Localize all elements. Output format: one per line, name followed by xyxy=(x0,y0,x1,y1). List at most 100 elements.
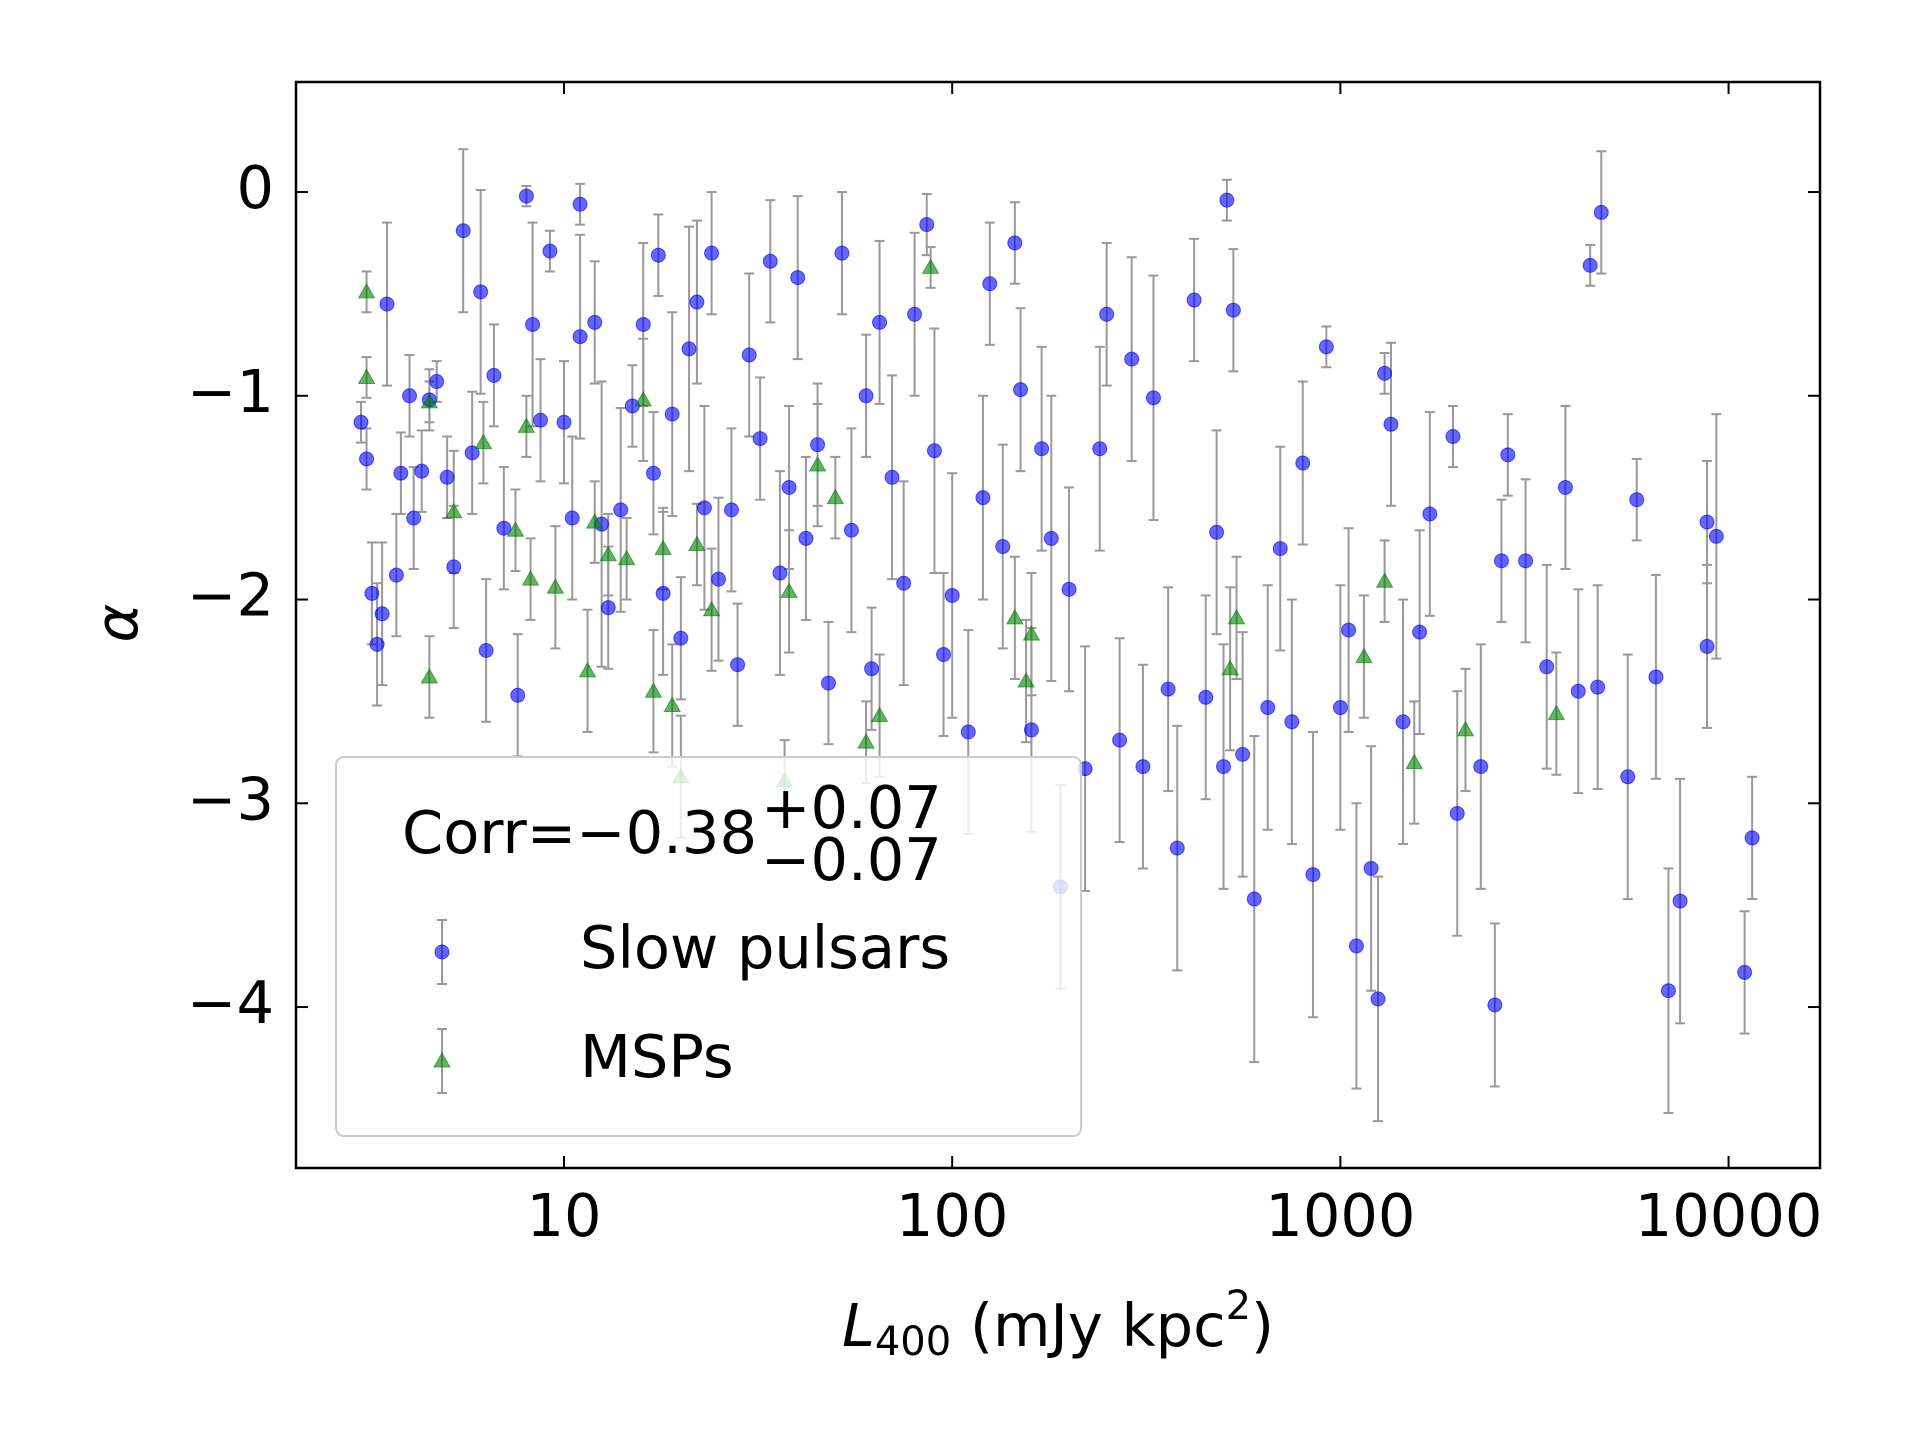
point xyxy=(517,417,536,433)
y-tick-label: −4 xyxy=(187,968,274,1037)
point xyxy=(896,575,912,591)
x-label-superscript: 2 xyxy=(1226,1283,1251,1329)
point xyxy=(1375,572,1394,588)
point xyxy=(420,392,439,409)
legend-title-lower: −0.07 xyxy=(761,825,942,894)
point xyxy=(907,306,923,322)
point xyxy=(1022,625,1041,641)
point xyxy=(1737,964,1753,980)
point xyxy=(1699,514,1715,530)
point xyxy=(1061,581,1077,597)
legend-title: Corr=−0.38 xyxy=(402,798,757,867)
point xyxy=(730,657,746,673)
point xyxy=(439,469,455,485)
point xyxy=(1235,746,1251,762)
point xyxy=(1377,365,1393,381)
point xyxy=(1124,351,1140,367)
point xyxy=(689,294,705,310)
y-tick-label: −2 xyxy=(187,561,274,630)
point xyxy=(780,582,798,598)
x-label-subscript: 400 xyxy=(875,1319,951,1365)
point xyxy=(1383,416,1399,432)
point xyxy=(1518,553,1534,569)
point xyxy=(1023,722,1039,738)
point xyxy=(1318,339,1334,355)
point xyxy=(1593,204,1609,220)
point xyxy=(635,316,651,332)
point xyxy=(772,565,788,581)
point xyxy=(388,567,404,583)
point xyxy=(995,539,1011,555)
point xyxy=(393,465,409,481)
point xyxy=(464,445,480,461)
point xyxy=(478,642,494,658)
point xyxy=(1620,769,1636,785)
x-label-close: ) xyxy=(1251,1291,1274,1360)
point xyxy=(919,217,935,233)
point xyxy=(506,521,525,537)
point xyxy=(414,463,430,479)
point xyxy=(1216,759,1232,775)
y-tick-label: 0 xyxy=(236,153,274,222)
point xyxy=(1473,759,1489,775)
point xyxy=(1246,891,1262,907)
legend-label: MSPs xyxy=(580,1022,734,1091)
point xyxy=(1456,720,1475,737)
point xyxy=(826,488,845,505)
point xyxy=(455,223,471,239)
point xyxy=(525,316,541,332)
point xyxy=(364,585,380,601)
point xyxy=(752,431,768,447)
point xyxy=(1112,732,1128,748)
point xyxy=(710,571,726,587)
point xyxy=(810,437,826,453)
point xyxy=(1272,541,1288,557)
point xyxy=(781,479,797,495)
point xyxy=(654,539,672,556)
x-axis-label: L400 (mJy kpc2) xyxy=(842,1283,1274,1365)
point xyxy=(1570,683,1586,699)
point xyxy=(1395,714,1411,730)
point xyxy=(585,513,604,529)
point xyxy=(374,606,390,622)
point xyxy=(1227,608,1246,625)
point xyxy=(664,406,680,422)
point xyxy=(444,502,463,519)
point xyxy=(599,545,618,562)
point xyxy=(473,284,489,300)
point xyxy=(446,559,462,575)
point xyxy=(1305,867,1321,883)
point xyxy=(1260,700,1276,716)
point xyxy=(864,661,880,677)
point xyxy=(1370,991,1386,1007)
point xyxy=(521,570,540,586)
point xyxy=(1363,860,1379,876)
point xyxy=(1449,805,1465,821)
point xyxy=(1405,753,1424,770)
point xyxy=(1043,530,1059,546)
point xyxy=(798,530,814,546)
point xyxy=(1160,681,1176,697)
point xyxy=(1493,553,1509,569)
legend-label: Slow pulsars xyxy=(580,913,950,982)
legend-title-upper: +0.07 xyxy=(761,773,942,842)
point xyxy=(681,341,697,357)
point xyxy=(600,600,616,616)
point xyxy=(357,282,376,299)
point xyxy=(496,520,512,536)
point xyxy=(1557,479,1573,495)
x-label-unit: (mJy kpc xyxy=(951,1291,1225,1360)
point xyxy=(655,585,671,601)
point xyxy=(474,433,493,450)
point xyxy=(429,374,445,390)
point xyxy=(960,724,976,740)
point xyxy=(884,469,900,485)
point xyxy=(1348,938,1364,954)
point xyxy=(1487,997,1503,1013)
point xyxy=(1648,669,1664,685)
point xyxy=(982,276,998,292)
point xyxy=(572,196,588,212)
legend-marker xyxy=(434,944,450,960)
point xyxy=(1017,672,1035,688)
